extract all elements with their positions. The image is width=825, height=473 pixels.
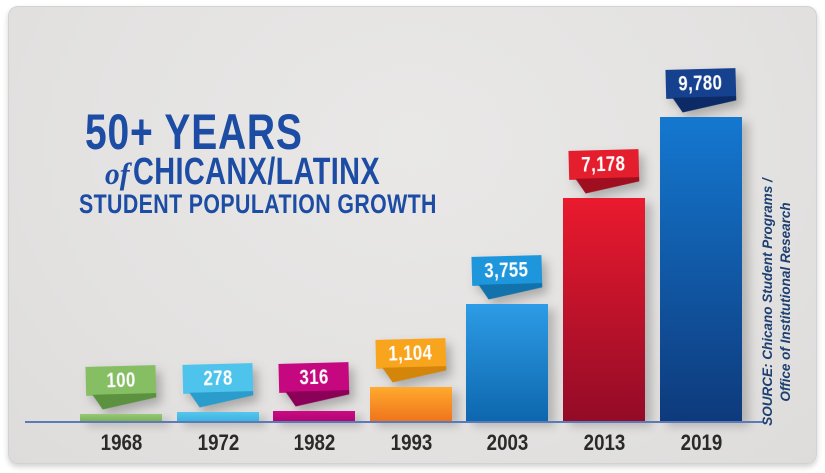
x-axis-label-text: 2003 bbox=[486, 430, 528, 455]
bar-2013 bbox=[563, 198, 645, 421]
value-flag-body: 7,178 bbox=[568, 149, 640, 180]
x-axis-line bbox=[25, 421, 763, 423]
value-flag-body: 278 bbox=[182, 363, 254, 394]
value-flag-fold bbox=[472, 283, 542, 300]
page-title-of-text: of bbox=[105, 156, 130, 191]
x-axis-label-text: 1982 bbox=[293, 430, 335, 455]
bar-value-label: 9,780 bbox=[678, 70, 724, 96]
x-axis-label: 1993 bbox=[363, 430, 459, 456]
page-title-line2-text: CHICANX/LATINX bbox=[132, 151, 380, 193]
value-flag: 316 bbox=[278, 362, 349, 407]
page-title-line3-text: STUDENT POPULATION GROWTH bbox=[79, 189, 437, 219]
x-axis-label-text: 2013 bbox=[583, 430, 625, 455]
value-flag-body: 9,780 bbox=[665, 68, 737, 99]
x-axis-label: 2003 bbox=[459, 430, 555, 456]
x-axis-label: 1968 bbox=[73, 430, 169, 456]
bar-1982 bbox=[273, 411, 355, 421]
bar-value-label: 316 bbox=[298, 365, 329, 389]
value-flag: 7,178 bbox=[568, 149, 639, 194]
bar-2003 bbox=[466, 304, 548, 421]
bar-2019 bbox=[660, 117, 742, 421]
bar-value-label: 3,755 bbox=[484, 257, 530, 283]
value-flag-body: 1,104 bbox=[375, 338, 447, 369]
page-title-line1: 50+ YEARS bbox=[85, 107, 364, 157]
x-axis-label-text: 1972 bbox=[197, 430, 239, 455]
bar-value-label: 100 bbox=[105, 368, 136, 392]
page-title-line1-text: 50+ YEARS bbox=[85, 104, 303, 160]
source-note: SOURCE: Chicano Student Programs / Offic… bbox=[759, 167, 797, 437]
value-flag: 100 bbox=[85, 365, 156, 410]
value-flag: 9,780 bbox=[665, 68, 736, 113]
x-axis-label: 1982 bbox=[266, 430, 362, 456]
bar-1968 bbox=[80, 414, 162, 421]
value-flag-body: 316 bbox=[278, 362, 350, 393]
bar-value-label: 1,104 bbox=[388, 340, 434, 366]
value-flag-fold bbox=[376, 366, 446, 383]
value-flag-body: 100 bbox=[85, 365, 157, 396]
value-flag-fold bbox=[86, 393, 156, 410]
value-flag-fold bbox=[569, 177, 639, 194]
x-axis-label: 2013 bbox=[556, 430, 652, 456]
value-flag-fold bbox=[666, 96, 736, 113]
value-flag: 3,755 bbox=[471, 255, 542, 300]
bar-value-label: 7,178 bbox=[581, 151, 627, 177]
value-flag-fold bbox=[279, 390, 349, 407]
x-axis-label-text: 2019 bbox=[680, 430, 722, 455]
value-flag: 278 bbox=[182, 363, 253, 408]
x-axis-label-text: 1968 bbox=[100, 430, 142, 455]
page-title-line3: STUDENT POPULATION GROWTH bbox=[79, 191, 532, 218]
source-note-line2: Office of Institutional Research bbox=[777, 202, 793, 402]
bar-value-label: 278 bbox=[202, 366, 233, 390]
x-axis-label: 2019 bbox=[653, 430, 749, 456]
infographic-card: 50+ YEARS ofCHICANX/LATINX STUDENT POPUL… bbox=[8, 6, 817, 464]
x-axis-label-text: 1993 bbox=[390, 430, 432, 455]
value-flag-fold bbox=[183, 391, 253, 408]
source-note-line1: SOURCE: Chicano Student Programs / bbox=[760, 178, 775, 426]
page-title-line2: ofCHICANX/LATINX bbox=[105, 153, 458, 191]
bar-1972 bbox=[177, 412, 259, 421]
bar-1993 bbox=[370, 387, 452, 421]
value-flag-body: 3,755 bbox=[471, 255, 543, 286]
value-flag: 1,104 bbox=[375, 338, 446, 383]
x-axis-label: 1972 bbox=[170, 430, 266, 456]
